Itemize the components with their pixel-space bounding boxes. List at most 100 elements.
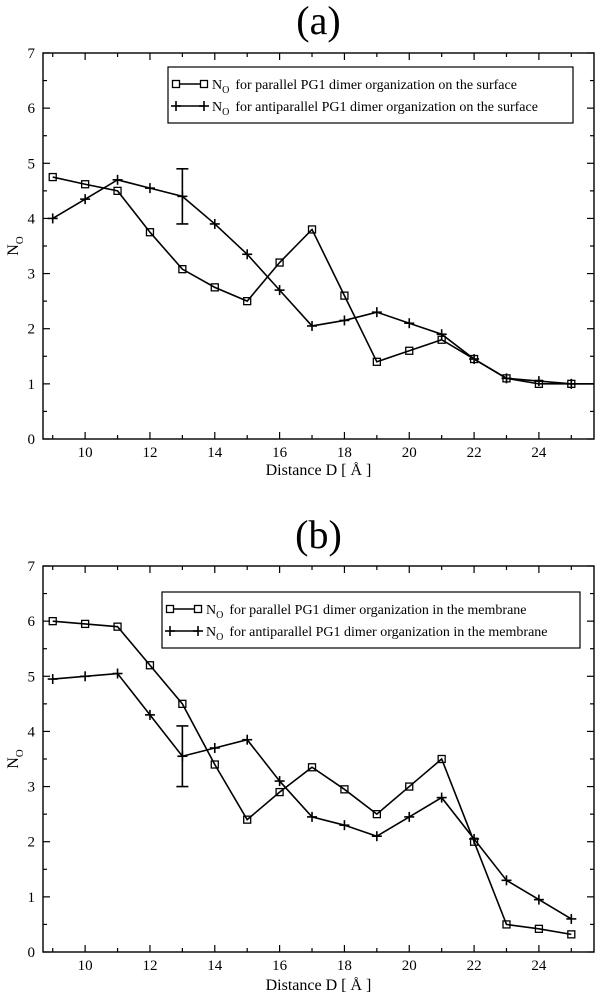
legend-marker-square [193, 604, 203, 614]
legend-marker-square [171, 79, 181, 89]
data-point-plus [469, 354, 480, 365]
data-point-square [567, 930, 576, 939]
data-point-square [243, 815, 252, 824]
y-tick-label: 6 [28, 614, 36, 630]
x-tick-label: 24 [531, 445, 547, 461]
series-line-square [52, 620, 572, 936]
data-point-square [502, 920, 511, 929]
data-point-plus [144, 183, 155, 194]
data-point-plus [371, 831, 382, 842]
legend-label-main: N [206, 603, 216, 618]
data-point-plus [533, 894, 544, 905]
data-point-plus [274, 776, 285, 787]
data-point-square [145, 228, 155, 237]
x-tick-label: 18 [337, 445, 352, 461]
data-point-plus [566, 378, 577, 389]
legend-box [167, 66, 574, 124]
y-axis-label-sub: O [14, 749, 26, 757]
data-point-square [275, 787, 284, 797]
x-tick-label: 16 [272, 958, 288, 974]
legend-label-sub: O [216, 610, 223, 621]
data-point-square [275, 258, 284, 267]
data-point-square [405, 782, 414, 791]
data-point-square [340, 785, 349, 794]
data-point-plus [404, 318, 415, 329]
data-point-square [307, 763, 317, 772]
data-point-plus [307, 811, 318, 822]
x-tick-label: 20 [402, 958, 417, 974]
legend-label-sub: O [222, 107, 229, 118]
legend-marker-square [199, 79, 209, 89]
y-axis-label-sub: O [14, 236, 26, 244]
x-tick-label: 18 [337, 958, 352, 974]
data-point-plus [112, 668, 123, 679]
y-tick-label: 5 [28, 156, 36, 172]
data-point-square [210, 283, 219, 292]
y-tick-label: 3 [28, 267, 36, 283]
y-tick-label: 4 [28, 724, 36, 740]
legend-entry-label: NO for antiparallel PG1 dimer organizatio… [206, 625, 548, 643]
x-tick-label: 12 [142, 445, 157, 461]
y-tick-label: 3 [28, 780, 36, 796]
data-point-plus [339, 820, 350, 831]
y-tick-label: 0 [28, 945, 36, 961]
x-tick-label: 20 [402, 445, 417, 461]
y-tick-label: 0 [28, 432, 36, 448]
legend-label-main: N [212, 100, 222, 115]
legend: NO for parallel PG1 dimer organization on… [167, 66, 574, 124]
error-bar [176, 725, 189, 788]
panel-label: (b) [295, 512, 342, 557]
y-tick-label: 1 [28, 890, 36, 906]
data-point-plus [112, 174, 123, 185]
x-tick-label: 22 [467, 445, 482, 461]
y-axis-label: NO [5, 236, 26, 256]
x-tick-label: 12 [142, 958, 157, 974]
data-point-square [307, 225, 317, 234]
data-point-plus [339, 315, 350, 326]
data-point-square [243, 296, 252, 306]
data-point-square [80, 180, 90, 189]
x-tick-label: 10 [78, 958, 93, 974]
x-axis-label: Distance D [ Å ] [266, 461, 372, 479]
data-point-plus [47, 213, 58, 224]
x-tick-label: 14 [207, 958, 223, 974]
legend-label-rest: for parallel PG1 dimer organization in t… [229, 603, 526, 618]
y-tick-label: 5 [28, 669, 36, 685]
data-point-square [437, 754, 446, 764]
series-line-square [52, 176, 594, 385]
data-point-square [178, 265, 187, 274]
data-point-plus [501, 373, 512, 384]
data-point-plus [371, 307, 382, 318]
data-point-plus [274, 285, 285, 296]
data-point-square [372, 809, 381, 819]
data-point-square [48, 172, 57, 182]
data-point-plus [209, 218, 220, 229]
legend-entry-label: NO for parallel PG1 dimer organization in… [206, 603, 527, 621]
legend-label-sub: O [216, 632, 223, 643]
y-tick-label: 7 [28, 46, 36, 62]
legend-label-rest: for antiparallel PG1 dimer organization … [235, 100, 538, 115]
data-point-plus [307, 320, 318, 331]
y-tick-label: 2 [28, 835, 36, 851]
legend-marker-square [165, 604, 175, 614]
x-tick-label: 24 [531, 958, 547, 974]
data-point-square [340, 291, 349, 300]
data-point-square [80, 619, 90, 629]
data-point-plus [80, 671, 91, 682]
legend-label-sub: O [222, 85, 229, 96]
error-bar [176, 168, 189, 225]
data-point-plus [242, 734, 253, 745]
data-point-square [210, 760, 219, 769]
legend-entry-label: NO for parallel PG1 dimer organization on… [212, 78, 517, 96]
y-axis-label: NO [5, 749, 26, 769]
data-point-plus [566, 913, 577, 924]
data-point-plus [80, 194, 91, 205]
data-point-square [113, 622, 122, 631]
data-point-square [534, 924, 544, 933]
series-line-plus [52, 178, 594, 385]
legend-box [161, 591, 581, 649]
legend-label-main: N [206, 625, 216, 640]
data-point-plus [144, 709, 155, 720]
x-tick-label: 16 [272, 445, 288, 461]
x-tick-label: 22 [467, 958, 482, 974]
